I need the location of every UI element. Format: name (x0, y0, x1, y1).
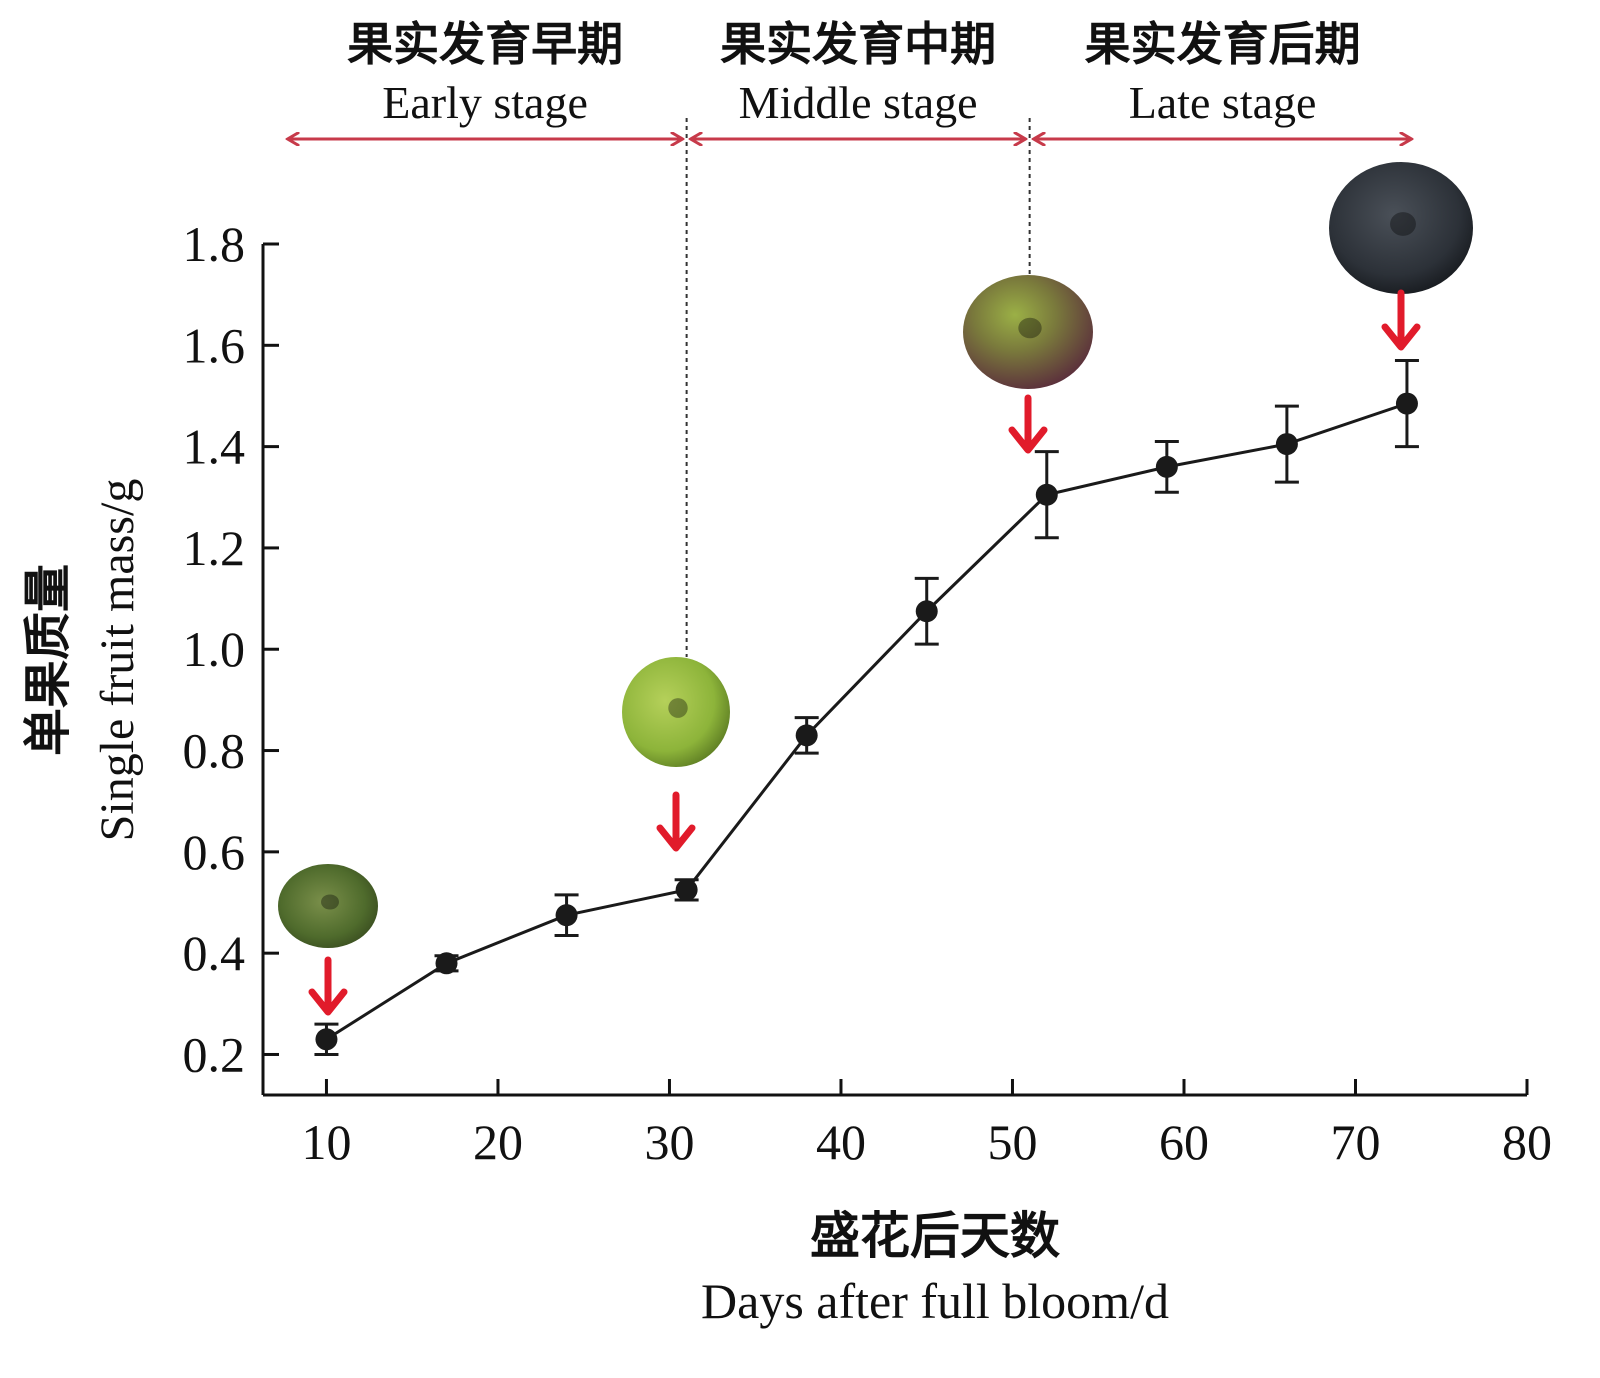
y-tick-label: 1.6 (183, 317, 246, 373)
y-tick-label: 0.6 (183, 824, 246, 880)
x-tick-label: 70 (1330, 1114, 1380, 1170)
x-tick-label: 80 (1502, 1114, 1552, 1170)
fruit-image-ripe (1329, 162, 1473, 294)
x-tick-label: 30 (644, 1114, 694, 1170)
fruit-pointer-arrowhead (1381, 323, 1421, 351)
y-tick-label: 1.0 (183, 621, 246, 677)
y-axis-title-cn: 单果质量 (20, 564, 76, 756)
stage-annotations: 果实发育早期 Early stage 果实发育中期 Middle stage 果实发育后… (288, 17, 1412, 139)
y-tick-label: 1.8 (183, 216, 246, 272)
stage-title-en: Late stage (1129, 77, 1317, 128)
tick-marks: 0.2 0.4 0.6 0.8 1.0 1.2 1.4 1.6 1.8 10 20 30 40 50 60 7… (183, 216, 1553, 1170)
data-point (315, 1028, 338, 1051)
y-axis-title-en: Single fruit mass/g (91, 479, 144, 842)
data-point (1395, 392, 1418, 415)
stage-title-en: Middle stage (739, 77, 978, 128)
x-tick-label: 20 (473, 1114, 523, 1170)
stage-dividers (685, 118, 1031, 657)
fruit-calyx (1018, 317, 1042, 339)
y-tick-label: 1.2 (183, 520, 246, 576)
data-point (1035, 483, 1058, 506)
data-point (1275, 433, 1298, 456)
x-tick-label: 40 (816, 1114, 866, 1170)
data-point (1155, 455, 1178, 478)
data-point (435, 952, 458, 975)
x-tick-label: 50 (987, 1114, 1037, 1170)
stage-title-cn: 果实发育中期 (720, 17, 996, 71)
data-point (915, 600, 938, 623)
x-tick-label: 60 (1159, 1114, 1209, 1170)
fruit-pointer-arrowhead (656, 824, 696, 852)
y-tick-label: 0.8 (183, 723, 246, 779)
fruit-calyx (668, 698, 688, 718)
y-tick-label: 0.4 (183, 925, 246, 981)
x-axis-title-cn: 盛花后天数 (810, 1207, 1060, 1265)
series-line (325, 402, 1408, 1041)
fruit-calyx (1390, 212, 1416, 236)
data-series (314, 359, 1419, 1056)
fruit-image-early (278, 864, 378, 948)
y-tick-label: 1.4 (183, 419, 246, 475)
stage-title-cn: 果实发育后期 (1085, 17, 1361, 71)
fruit-images (278, 162, 1473, 1016)
stage-title-en: Early stage (382, 77, 588, 128)
stage-title-cn: 果实发育早期 (347, 17, 623, 71)
y-tick-label: 0.2 (183, 1026, 246, 1082)
fruit-pointer-arrowhead (1008, 426, 1048, 454)
fruit-pointer-arrowhead (308, 988, 348, 1016)
fruit-image-turning (963, 275, 1093, 389)
x-axis-title-en: Days after full bloom/d (701, 1273, 1169, 1329)
data-point (795, 724, 818, 747)
fruit-image-green (622, 657, 730, 767)
x-tick-label: 10 (301, 1114, 351, 1170)
fruit-calyx (321, 894, 339, 910)
data-point (555, 904, 578, 927)
data-point (675, 878, 698, 901)
